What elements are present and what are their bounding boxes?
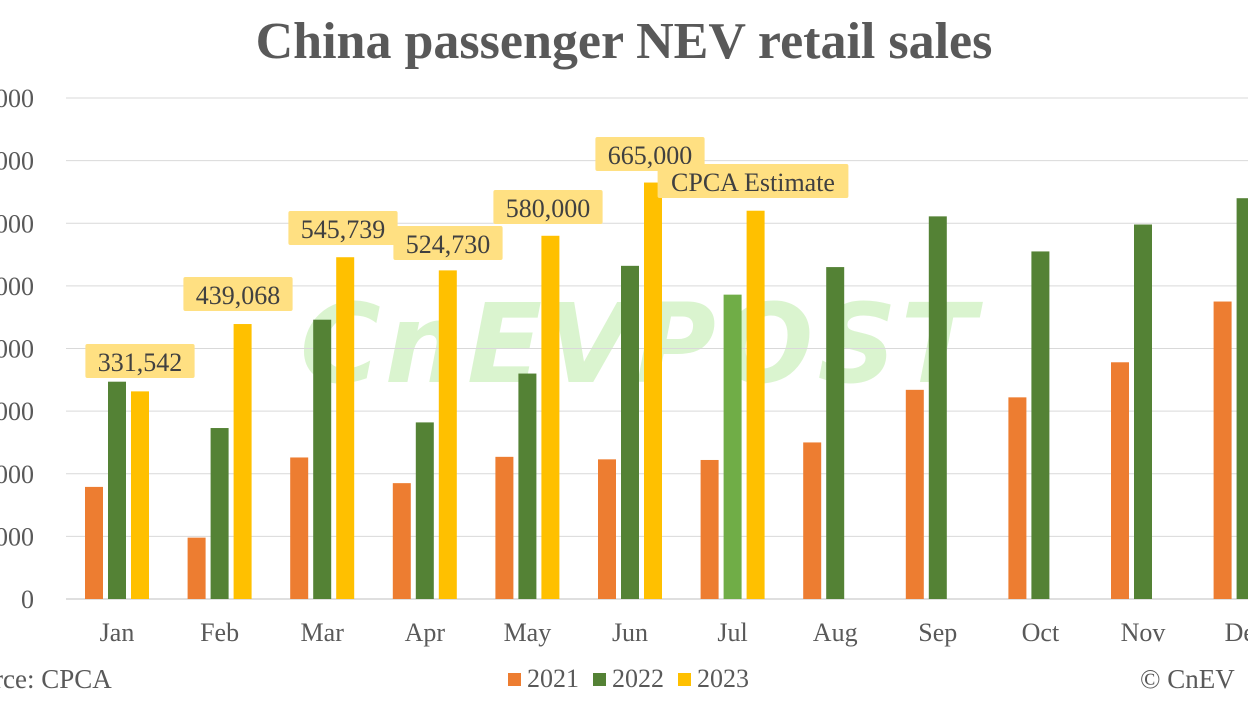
bar-2021-jan [85,486,103,599]
bar-2023-may [541,235,560,599]
bar-2021-oct [1008,397,1027,599]
data-label-box [657,164,849,198]
x-tick-label: Sep [918,618,957,647]
bar-2023-jul [746,210,765,599]
bar-2021-may [495,456,514,599]
copyright-note: © CnEV [1140,664,1235,694]
bar-2022-feb [210,428,229,599]
legend-item-2023: 2023 [678,664,749,694]
bar-2022-apr [415,422,434,599]
chart-legend: 2021 2022 2023 [508,664,763,694]
data-label-box [493,190,603,224]
bar-2022-jul [723,294,742,599]
x-tick-label: Jul [717,618,747,647]
data-label-box [288,211,398,245]
bar-2023-mar [336,257,355,599]
legend-swatch-2021 [508,672,521,686]
data-label: 439,068 [196,281,281,310]
bar-2023-apr [438,270,457,599]
bar-2021-jul [700,459,719,599]
bar-2022-jun [621,265,639,599]
x-tick-label: Mar [301,618,345,647]
legend-swatch-2023 [678,672,691,686]
data-label-box [595,137,705,171]
source-note: rce: CPCA [0,664,112,694]
legend-label-2022: 2022 [612,664,664,693]
data-label-box [183,277,293,311]
x-tick-label: Aug [813,618,858,647]
bar-2022-aug [826,267,845,599]
x-tick-label: Jun [612,618,648,647]
bar-2021-mar [290,457,309,599]
data-label: 580,000 [506,194,591,223]
x-tick-label: Apr [405,618,446,647]
data-label: CPCA Estimate [671,168,835,197]
bar-2023-feb [233,324,252,599]
y-tick-label: 000 [0,84,34,113]
bar-2023-jun [644,182,662,599]
bar-2021-aug [803,442,822,599]
x-tick-label: Nov [1121,618,1166,647]
data-label-box [85,344,195,378]
bar-2022-dec [1236,198,1248,599]
data-label-box [393,226,503,260]
y-tick-label: 000 [0,397,34,426]
y-tick-label: 000 [0,272,34,301]
y-tick-label: 000 [0,209,34,238]
bar-2021-sep [905,389,924,599]
legend-item-2021: 2021 [508,664,579,694]
data-label: 524,730 [406,230,491,259]
legend-label-2021: 2021 [527,664,579,693]
bar-2021-feb [187,537,206,599]
bar-2023-jan [131,391,149,599]
x-tick-label: Jan [100,618,135,647]
chart-title: China passenger NEV retail sales [255,13,993,70]
data-label: 331,542 [98,348,183,377]
bar-2021-dec [1213,301,1232,599]
x-tick-label: Dec [1225,618,1248,647]
bar-2021-jun [598,459,616,599]
x-tick-label: Feb [200,618,239,647]
bar-2022-jan [108,381,126,599]
legend-label-2023: 2023 [697,664,749,693]
bar-2022-nov [1134,224,1152,599]
data-label: 545,739 [301,215,386,244]
bar-2022-mar [313,319,332,599]
bar-2021-apr [392,483,411,599]
legend-item-2022: 2022 [593,664,664,694]
bar-2022-oct [1031,251,1050,599]
bar-2021-nov [1111,362,1129,599]
bar-2022-sep [928,216,947,599]
x-tick-label: Oct [1022,618,1060,647]
y-tick-label: 000 [0,335,34,364]
legend-swatch-2022 [593,672,606,686]
bar-2022-may [518,373,537,599]
y-tick-label: 000 [0,147,34,176]
y-tick-label: 0 [21,585,34,614]
y-tick-label: 000 [0,522,34,551]
y-tick-label: 000 [0,460,34,489]
x-tick-label: May [504,618,552,647]
